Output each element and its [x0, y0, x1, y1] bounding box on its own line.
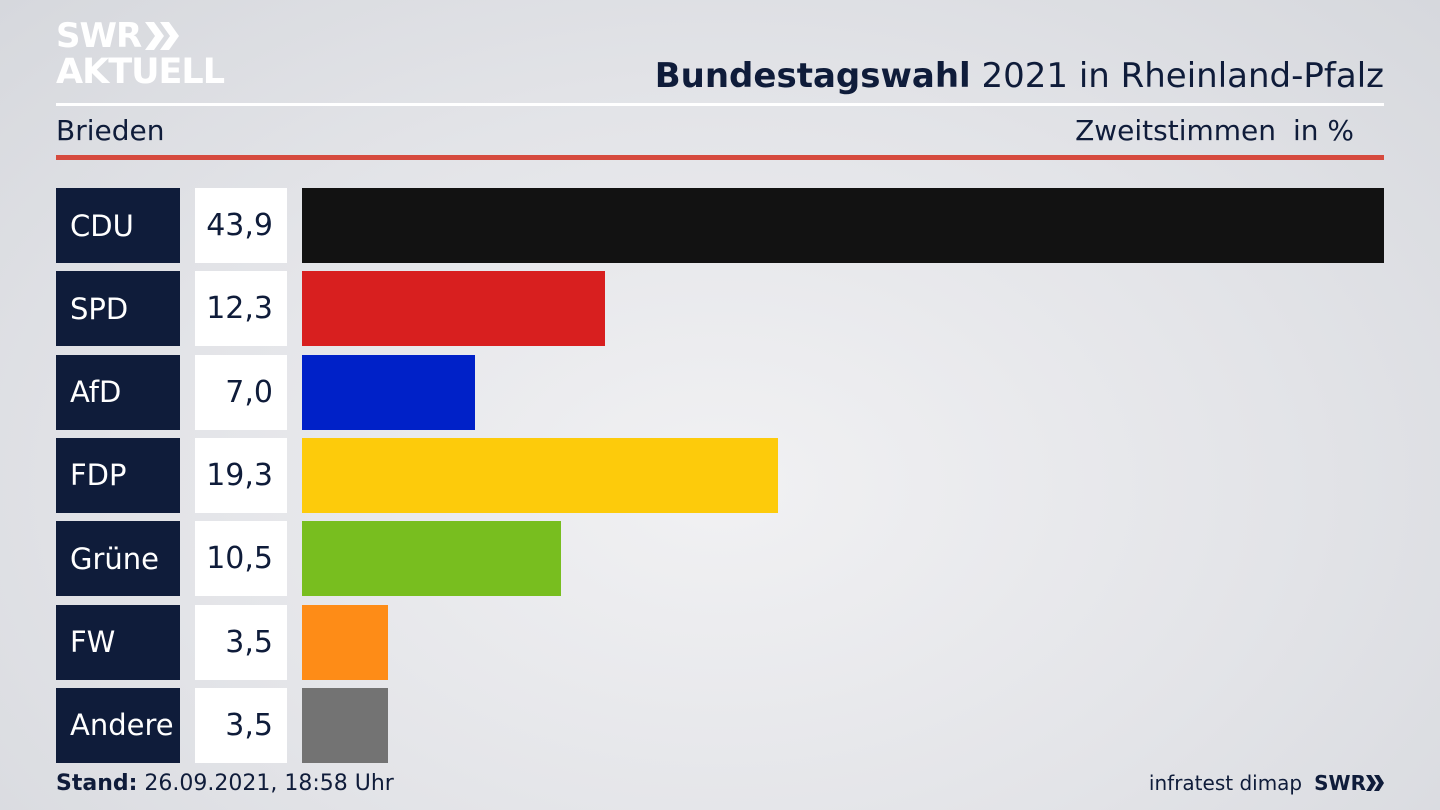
- value-label: 19,3: [195, 437, 287, 513]
- chevron-right-double-icon: [145, 22, 180, 50]
- bar: [302, 354, 475, 430]
- party-label: AfD: [56, 354, 180, 430]
- swr-aktuell-logo: SWR AKTUELL: [56, 16, 225, 92]
- bar-row: FDP 19,3: [56, 437, 1384, 513]
- party-label: Andere: [56, 687, 180, 763]
- value-label: 10,5: [195, 521, 287, 597]
- bar-row: SPD 12,3: [56, 271, 1384, 347]
- bar: [302, 271, 605, 347]
- page-title: Bundestagswahl 2021 in Rheinland-Pfalz: [655, 56, 1384, 96]
- bar-row: AfD 7,0: [56, 354, 1384, 430]
- party-label: FW: [56, 604, 180, 680]
- bar-row: FW 3,5: [56, 604, 1384, 680]
- bar-row: Grüne 10,5: [56, 521, 1384, 597]
- value-label: 3,5: [195, 604, 287, 680]
- metric-label: Zweitstimmen: [1075, 114, 1276, 147]
- subheader: Brieden Zweitstimmen in %: [56, 114, 1384, 150]
- source-label: infratest dimap: [1148, 771, 1303, 795]
- value-label: 3,5: [195, 687, 287, 763]
- source-credit: infratest dimap SWR: [1149, 771, 1384, 795]
- party-label: Grüne: [56, 521, 180, 597]
- timestamp-label: Stand:: [56, 771, 138, 796]
- brand-label: SWR: [1314, 771, 1366, 795]
- logo-line2: AKTUELL: [56, 52, 225, 92]
- logo-line1: SWR: [56, 16, 142, 56]
- bar-row: Andere 3,5: [56, 687, 1384, 763]
- value-label: 12,3: [195, 271, 287, 347]
- value-label: 43,9: [195, 188, 287, 263]
- bar-row: CDU 43,9: [56, 188, 1384, 263]
- party-label: SPD: [56, 271, 180, 347]
- unit-label: in %: [1292, 114, 1354, 147]
- value-label: 7,0: [195, 354, 287, 430]
- bar: [302, 521, 561, 597]
- party-label: CDU: [56, 188, 180, 263]
- location-label: Brieden: [56, 114, 165, 147]
- bar: [302, 604, 388, 680]
- title-rest: 2021 in Rheinland-Pfalz: [970, 56, 1384, 96]
- chevron-right-double-icon: [1366, 775, 1384, 791]
- timestamp-value: 26.09.2021, 18:58 Uhr: [137, 771, 394, 796]
- bar: [302, 687, 388, 763]
- title-bold: Bundestagswahl: [654, 56, 971, 96]
- bar: [302, 437, 778, 513]
- accent-divider: [56, 155, 1384, 160]
- swr-footer-logo: SWR: [1314, 771, 1384, 795]
- party-label: FDP: [56, 437, 180, 513]
- bar: [302, 188, 1384, 263]
- timestamp: Stand: 26.09.2021, 18:58 Uhr: [56, 771, 394, 796]
- header-divider: [56, 103, 1384, 106]
